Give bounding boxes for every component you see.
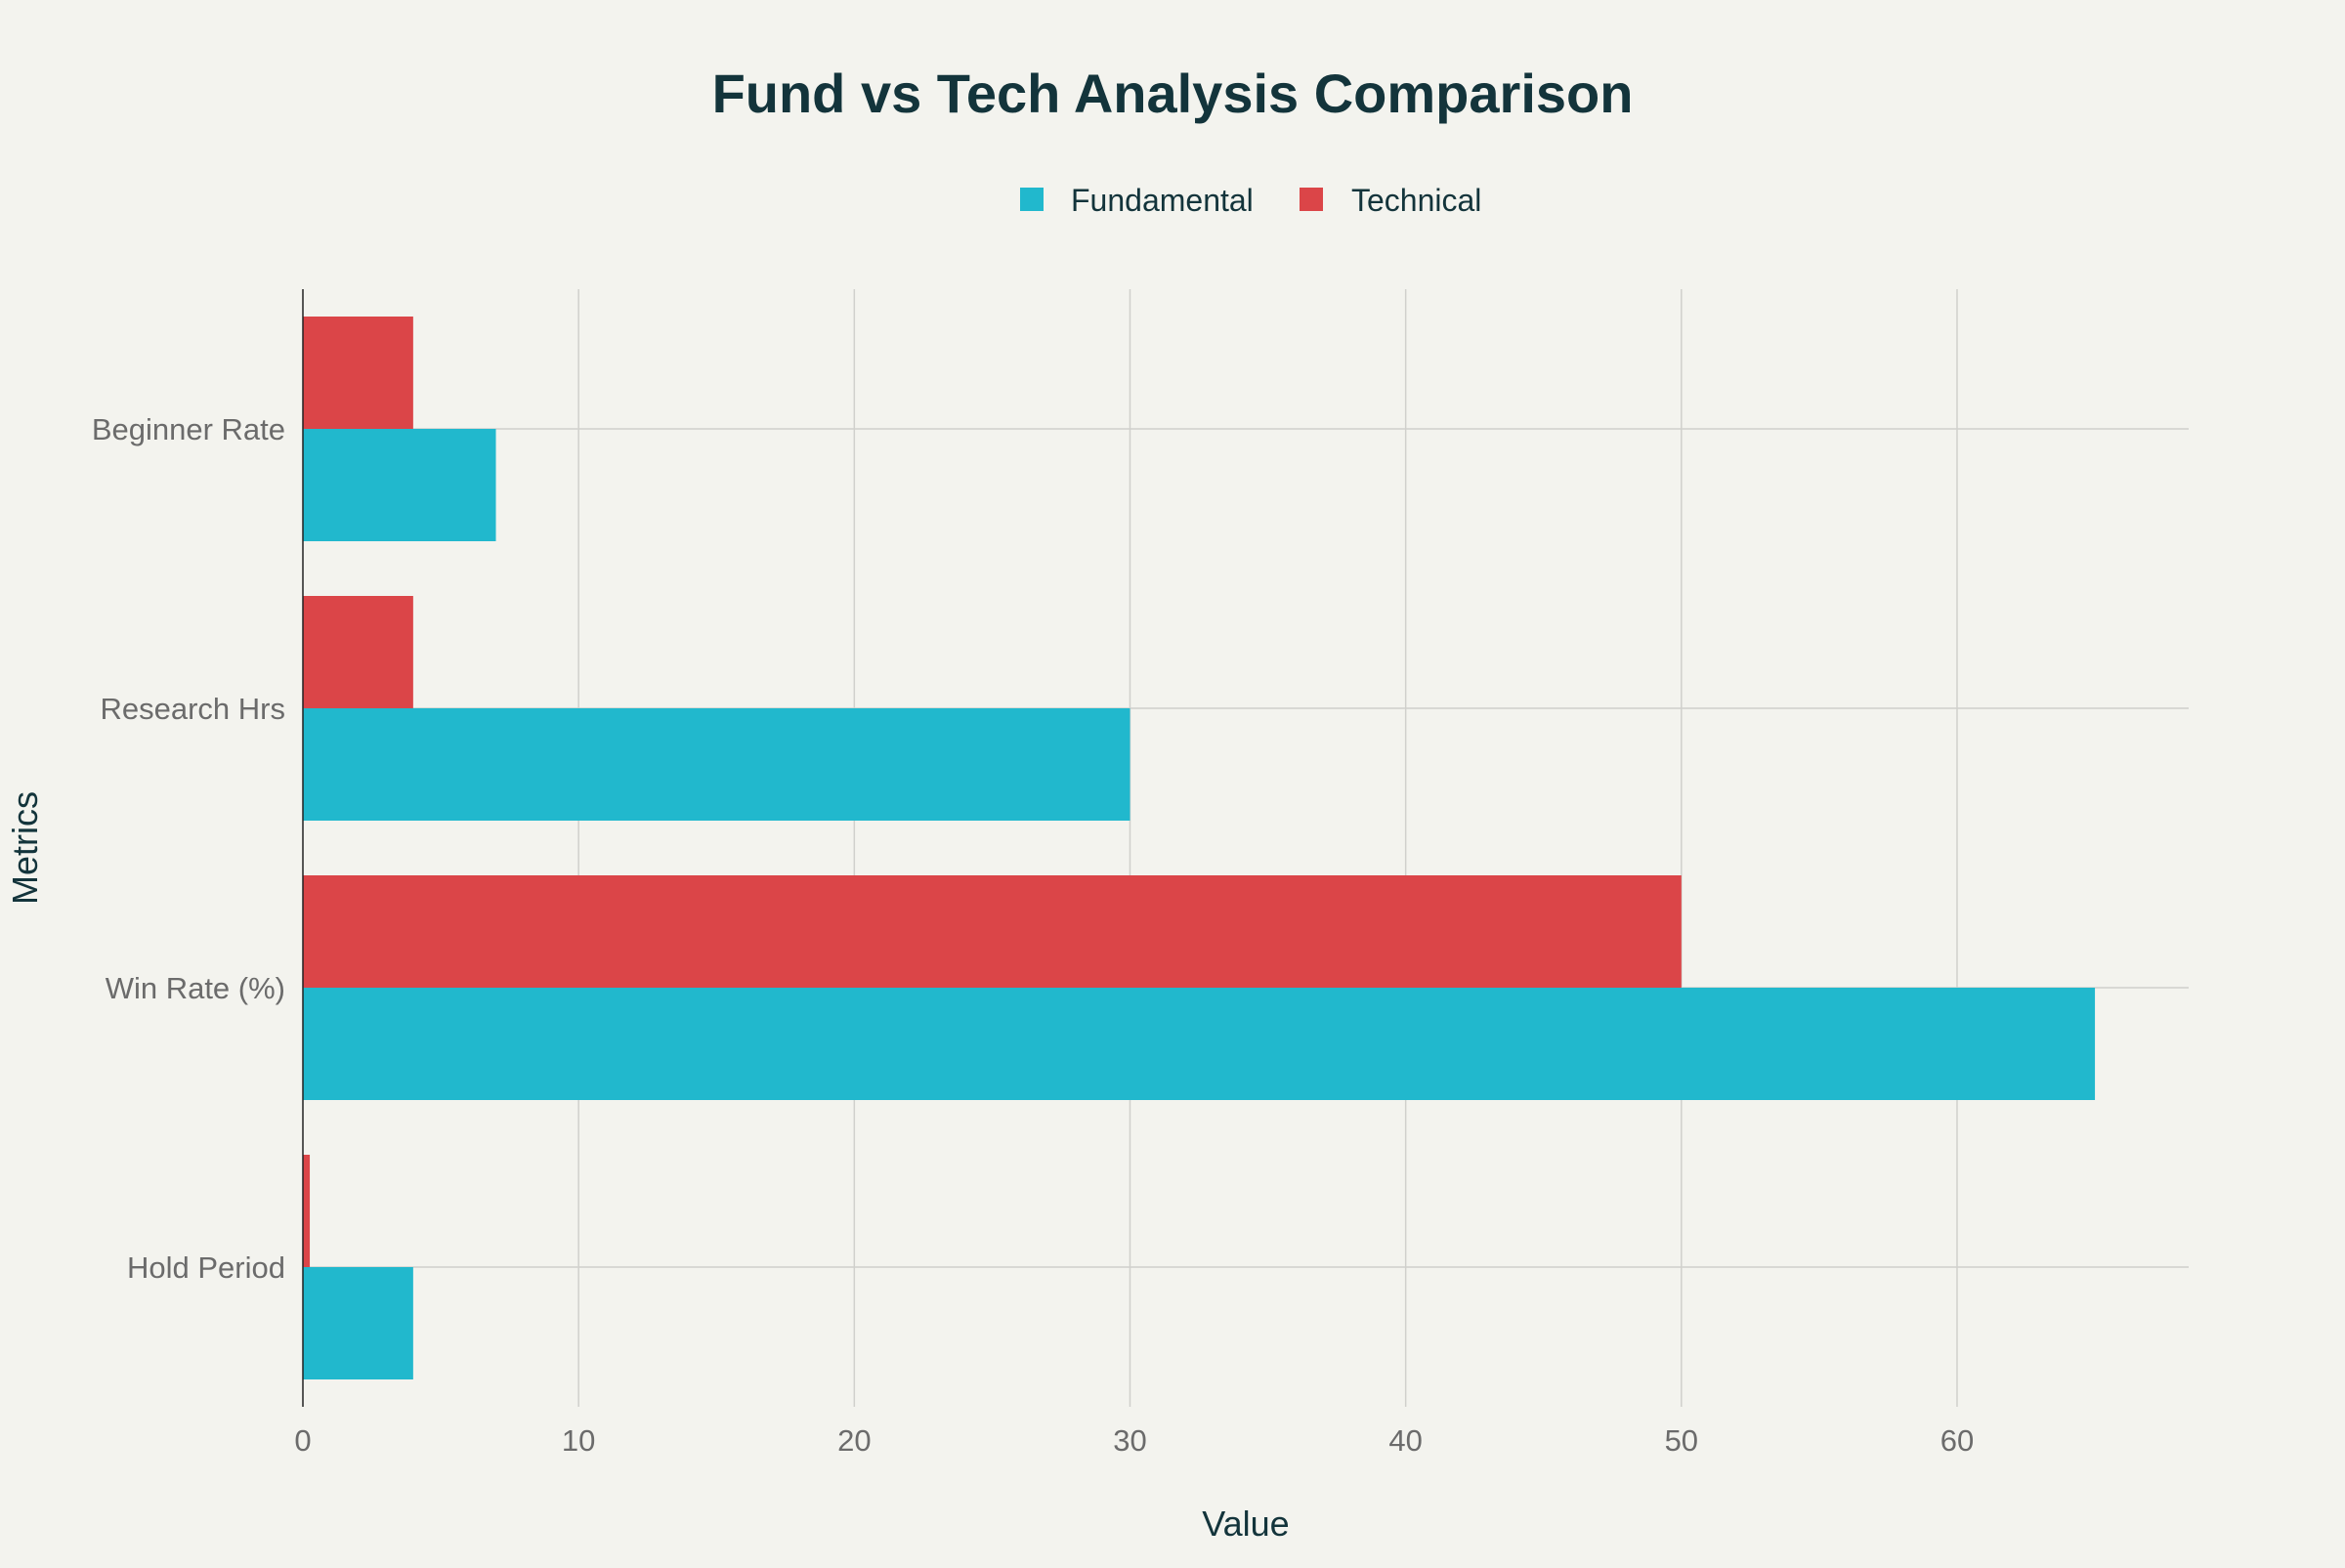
legend-label-technical: Technical [1351,183,1481,218]
bar-fundamental-2 [303,708,1130,821]
y-tick-label: Research Hrs [101,692,286,726]
x-tick-label: 60 [1940,1423,1974,1458]
legend-swatch-fundamental [1020,188,1044,211]
x-tick-label: 20 [837,1423,871,1458]
bar-technical-4 [303,1155,311,1267]
x-axis-ticks: 0 10 20 30 40 50 60 [294,1423,1974,1458]
x-tick-label: 0 [294,1423,311,1458]
y-tick-label: Hold Period [127,1250,285,1285]
y-tick-label: Beginner Rate [92,412,285,446]
gridlines [303,289,2189,1407]
bar-technical-1 [303,317,413,429]
x-axis-title: Value [1202,1504,1289,1544]
legend: Fundamental Technical [1020,183,1481,218]
x-tick-label: 40 [1388,1423,1422,1458]
x-tick-label: 30 [1113,1423,1146,1458]
bar-fundamental-3 [303,988,2096,1100]
y-axis-ticks: Beginner Rate Research Hrs Win Rate (%) Hol… [92,412,285,1285]
x-tick-label: 50 [1665,1423,1698,1458]
bars [303,317,2096,1379]
y-tick-label: Win Rate (%) [106,971,285,1005]
bar-fundamental-1 [303,429,496,541]
legend-swatch-technical [1300,188,1323,211]
y-axis-title: Metrics [5,791,45,905]
bar-technical-2 [303,596,413,708]
chart-title: Fund vs Tech Analysis Comparison [712,63,1634,124]
bar-technical-3 [303,875,1682,988]
x-tick-label: 10 [562,1423,595,1458]
bar-fundamental-4 [303,1267,413,1379]
legend-label-fundamental: Fundamental [1071,183,1254,218]
